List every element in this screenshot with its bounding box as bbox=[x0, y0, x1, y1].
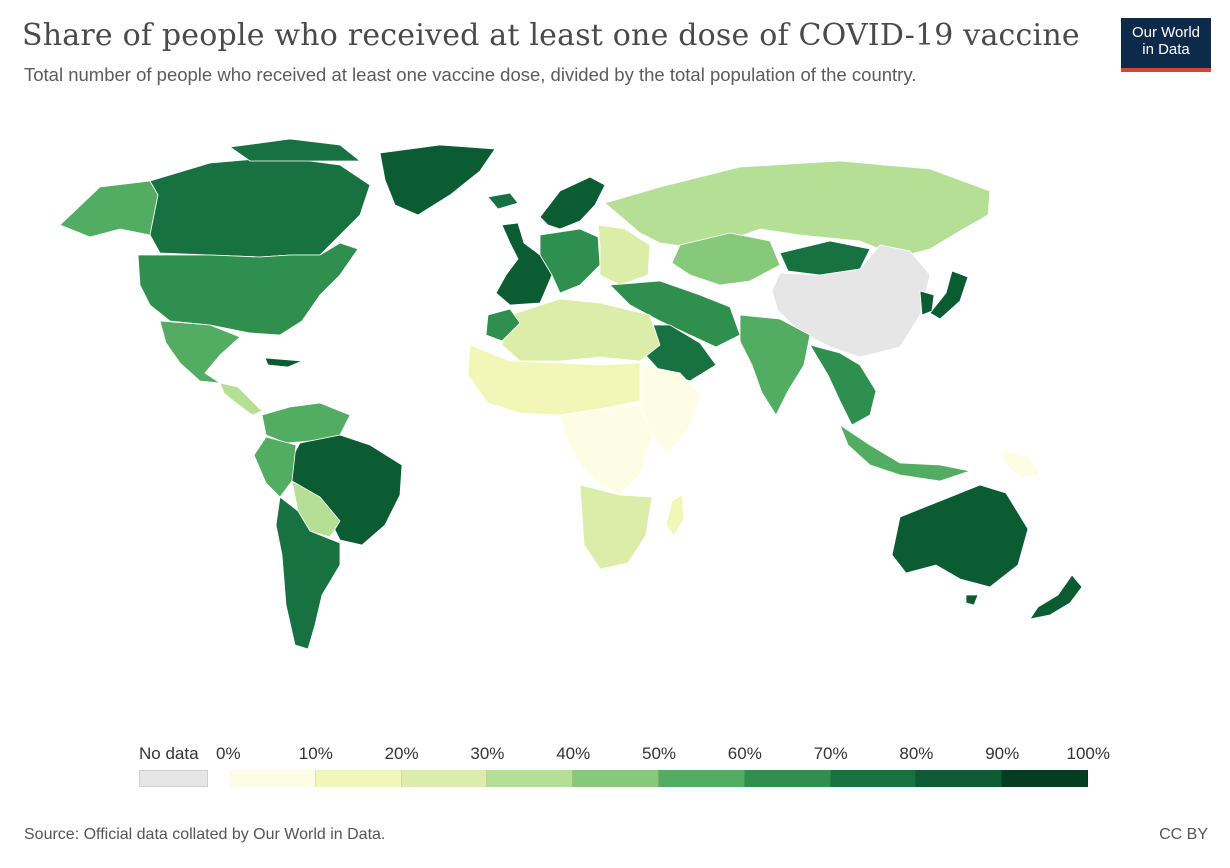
map-region-japan[interactable] bbox=[929, 270, 969, 320]
legend-tick-label: 100% bbox=[1066, 744, 1110, 763]
legend-no-data-label: No data bbox=[139, 744, 199, 763]
map-region-new-zealand[interactable] bbox=[1029, 574, 1083, 620]
legend-bin[interactable] bbox=[659, 770, 745, 787]
map-region-southeast-asia[interactable] bbox=[809, 344, 877, 426]
map-region-western-europe[interactable] bbox=[495, 222, 553, 306]
legend-bin[interactable] bbox=[230, 770, 316, 787]
legend-bin[interactable] bbox=[401, 770, 488, 787]
map-region-north-africa[interactable] bbox=[501, 298, 661, 362]
legend-tick-label: 10% bbox=[298, 744, 333, 763]
map-region-usa[interactable] bbox=[137, 242, 359, 336]
map-region-madagascar[interactable] bbox=[665, 494, 685, 536]
logo-line-1: Our World bbox=[1131, 24, 1201, 41]
legend-tick-label: 90% bbox=[985, 744, 1020, 763]
map-region-greenland[interactable] bbox=[379, 144, 496, 216]
legend-bin[interactable] bbox=[830, 770, 917, 787]
source-note: Source: Official data collated by Our Wo… bbox=[24, 826, 386, 843]
legend-bin[interactable] bbox=[1002, 770, 1088, 787]
map-region-east-africa[interactable] bbox=[639, 364, 701, 456]
legend-bin[interactable] bbox=[573, 770, 659, 787]
map-region-canada-arctic-islands[interactable] bbox=[228, 138, 362, 162]
map-region-mexico[interactable] bbox=[159, 320, 241, 384]
world-map[interactable] bbox=[40, 125, 1190, 665]
license-label[interactable]: CC BY bbox=[1159, 826, 1208, 843]
map-region-canada[interactable] bbox=[149, 156, 371, 258]
map-region-central-europe[interactable] bbox=[539, 228, 601, 294]
map-region-iceland[interactable] bbox=[487, 192, 519, 210]
legend-bin[interactable] bbox=[487, 770, 574, 787]
legend-bin[interactable] bbox=[315, 770, 402, 787]
map-region-turkey-iran[interactable] bbox=[609, 280, 741, 348]
map-region-papua-new-guinea[interactable] bbox=[999, 448, 1041, 478]
map-region-russia[interactable] bbox=[604, 160, 991, 258]
page-title: Share of people who received at least on… bbox=[22, 18, 1080, 53]
legend-bin[interactable] bbox=[916, 770, 1003, 787]
legend-tick-label: 80% bbox=[899, 744, 934, 763]
map-region-peru[interactable] bbox=[253, 436, 297, 498]
map-region-cuba[interactable] bbox=[264, 357, 303, 368]
map-legend: No data 0% 10% 20% 30% 40% 50% 60% 70% 80% 90% 100… bbox=[0, 740, 1230, 800]
map-region-china[interactable] bbox=[771, 244, 931, 358]
legend-tick-label: 20% bbox=[384, 744, 419, 763]
legend-tick-label: 50% bbox=[642, 744, 677, 763]
map-region-indonesia[interactable] bbox=[839, 423, 972, 482]
map-region-alaska[interactable] bbox=[59, 180, 159, 238]
map-region-tasmania[interactable] bbox=[965, 594, 979, 606]
map-region-india[interactable] bbox=[739, 314, 811, 416]
logo-line-2: in Data bbox=[1142, 41, 1190, 58]
map-region-australia[interactable] bbox=[891, 484, 1029, 588]
map-region-argentina-chile[interactable] bbox=[275, 496, 341, 650]
map-region-central-asia[interactable] bbox=[671, 232, 781, 286]
legend-tick-label: 30% bbox=[470, 744, 505, 763]
legend-tick-label: 40% bbox=[556, 744, 591, 763]
map-region-southern-africa[interactable] bbox=[579, 484, 653, 570]
map-region-eastern-europe[interactable] bbox=[597, 224, 651, 286]
map-region-central-america[interactable] bbox=[219, 382, 263, 416]
map-region-morocco[interactable] bbox=[485, 308, 521, 342]
legend-tick-label: 70% bbox=[813, 744, 848, 763]
legend-tick-label: 0% bbox=[216, 744, 241, 763]
page-subtitle: Total number of people who received at l… bbox=[24, 64, 917, 85]
legend-bin[interactable] bbox=[744, 770, 831, 787]
owid-logo[interactable]: Our World in Data bbox=[1121, 18, 1211, 72]
map-region-korea[interactable] bbox=[919, 290, 935, 316]
map-region-scandinavia[interactable] bbox=[539, 176, 606, 230]
legend-tick-label: 60% bbox=[727, 744, 762, 763]
map-region-central-africa[interactable] bbox=[559, 404, 653, 496]
legend-no-data-swatch[interactable] bbox=[139, 770, 208, 787]
